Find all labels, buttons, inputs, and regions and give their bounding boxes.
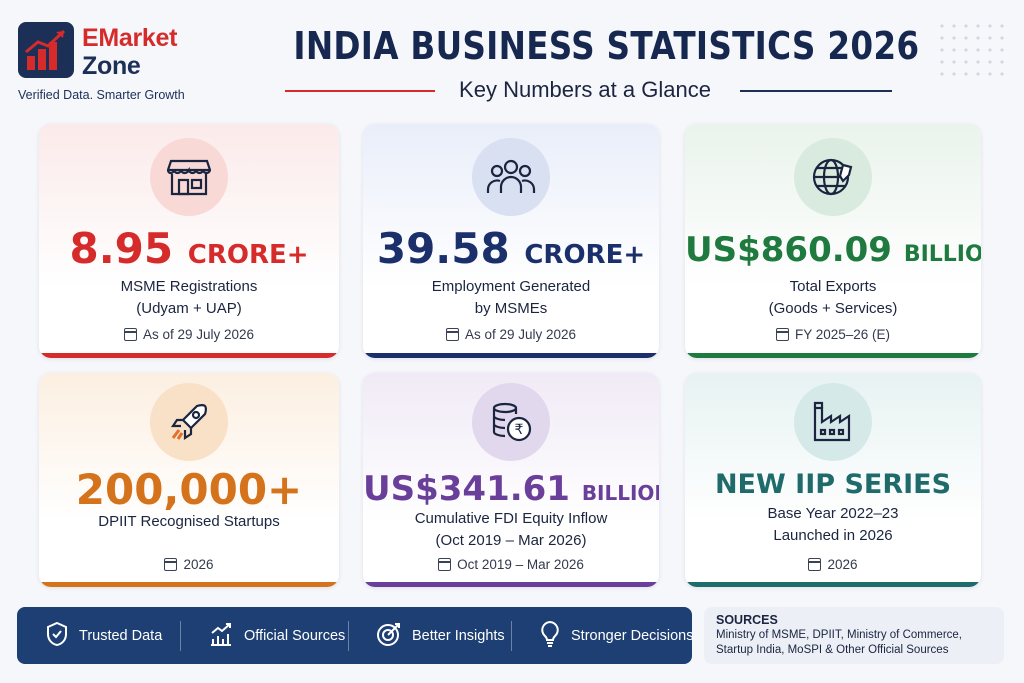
- stat-date: 2026: [39, 557, 339, 572]
- sources-line1: Ministry of MSME, DPIIT, Ministry of Com…: [716, 629, 963, 641]
- stat-value: 39.58 CRORE+: [363, 224, 659, 273]
- sources-title: SOURCES: [716, 613, 778, 627]
- stat-number: 39.58: [376, 224, 510, 273]
- accent-bar: [685, 582, 981, 587]
- stat-label-line1: Employment Generated: [431, 278, 591, 295]
- stat-date: Oct 2019 – Mar 2026: [363, 557, 659, 572]
- stat-date-text: FY 2025–26 (E): [794, 327, 891, 342]
- stat-date-text: 2026: [183, 557, 214, 572]
- stat-date: 2026: [685, 557, 981, 572]
- brand-name-line2: Zone: [82, 52, 141, 80]
- stat-unit: CRORE+: [187, 240, 309, 270]
- sources-line2: Startup India, MoSPI & Other Official So…: [716, 644, 949, 656]
- svg-text:₹: ₹: [515, 422, 524, 438]
- stat-value: US$860.09 BILLION: [685, 230, 981, 270]
- growth-chart-icon: [208, 621, 234, 651]
- feature-official-sources: Official Sources: [180, 607, 348, 664]
- stat-number: 200,000+: [75, 465, 303, 514]
- stat-value: 8.95 CRORE+: [39, 224, 339, 273]
- calendar-icon: [445, 328, 459, 341]
- stat-label-line2: (Goods + Services): [768, 300, 898, 317]
- shield-check-icon: [45, 621, 69, 651]
- storefront-icon: [150, 138, 228, 216]
- stat-card-iip-series: NEW IIP SERIES Base Year 2022–23 Launche…: [685, 373, 981, 587]
- stat-number: US$860.09: [685, 230, 892, 270]
- stat-label-line1: DPIIT Recognised Startups: [98, 513, 280, 530]
- accent-bar: [363, 353, 659, 358]
- bar-chart-icon: [18, 22, 74, 78]
- calendar-icon: [123, 328, 137, 341]
- stat-label-line1: Cumulative FDI Equity Inflow: [414, 510, 608, 527]
- header: EMarket Zone Verified Data. Smarter Grow…: [0, 0, 1024, 118]
- stat-number: US$341.61: [363, 469, 570, 509]
- feature-label: Trusted Data: [79, 627, 163, 644]
- feature-label: Official Sources: [244, 627, 346, 644]
- stat-value: 200,000+: [39, 465, 339, 514]
- decorative-dots: [936, 20, 1006, 80]
- calendar-icon: [808, 558, 822, 571]
- stat-date: As of 29 July 2026: [363, 327, 659, 342]
- brand-logo: EMarket Zone Verified Data. Smarter Grow…: [18, 22, 228, 106]
- target-icon: [376, 621, 402, 651]
- feature-trusted-data: Trusted Data: [17, 607, 180, 664]
- calendar-icon: [164, 558, 178, 571]
- brand-name-line1: EMarket: [82, 24, 178, 52]
- stat-value: US$341.61 BILLION: [363, 469, 659, 509]
- title-rule-right: [740, 90, 892, 92]
- stat-date-text: Oct 2019 – Mar 2026: [457, 557, 584, 572]
- calendar-icon: [775, 328, 789, 341]
- stat-label-line1: MSME Registrations: [120, 278, 258, 295]
- calendar-icon: [438, 558, 452, 571]
- stat-card-fdi: ₹ US$341.61 BILLION Cumulative FDI Equit…: [363, 373, 659, 587]
- accent-bar: [39, 582, 339, 587]
- features-band: Trusted Data Official Sources Better Ins…: [17, 607, 694, 664]
- factory-icon: [794, 383, 872, 461]
- stat-unit: CRORE+: [524, 240, 646, 270]
- stat-card-startups: 200,000+ DPIIT Recognised Startups 2026: [39, 373, 339, 587]
- stat-label-line1: Total Exports: [789, 278, 877, 295]
- rocket-icon: [150, 383, 228, 461]
- people-icon: [472, 138, 550, 216]
- feature-label: Stronger Decisions: [571, 627, 694, 644]
- stat-label-line2: Launched in 2026: [773, 527, 893, 544]
- stat-label-line2: by MSMEs: [474, 300, 548, 317]
- accent-bar: [685, 353, 981, 358]
- stat-card-msme-registrations: 8.95 CRORE+ MSME Registrations (Udyam + …: [39, 124, 339, 358]
- stat-card-employment: 39.58 CRORE+ Employment Generated by MSM…: [363, 124, 659, 358]
- feature-better-insights: Better Insights: [348, 607, 511, 664]
- stat-label-line1: Base Year 2022–23: [767, 505, 899, 522]
- stat-unit: BILLION: [581, 481, 659, 505]
- sources-box: SOURCES Ministry of MSME, DPIIT, Ministr…: [704, 607, 1004, 664]
- stat-card-total-exports: US$860.09 BILLION Total Exports (Goods +…: [685, 124, 981, 358]
- globe-icon: [794, 138, 872, 216]
- stat-date-text: 2026: [827, 557, 858, 572]
- accent-bar: [39, 353, 339, 358]
- stat-number: NEW IIP SERIES: [714, 469, 952, 500]
- title-rule-left: [285, 90, 435, 92]
- brand-tagline: Verified Data. Smarter Growth: [18, 88, 185, 102]
- stat-date: FY 2025–26 (E): [685, 327, 981, 342]
- stat-number: 8.95: [69, 224, 174, 273]
- page-subtitle: Key Numbers at a Glance: [459, 77, 711, 102]
- stat-label-line2: (Udyam + UAP): [136, 300, 242, 317]
- lightbulb-icon: [539, 620, 561, 652]
- stat-date-text: As of 29 July 2026: [464, 327, 577, 342]
- stat-unit: BILLION: [903, 242, 981, 267]
- rupee-coins-icon: ₹: [472, 383, 550, 461]
- feature-stronger-decisions: Stronger Decisions: [511, 607, 694, 664]
- accent-bar: [363, 582, 659, 587]
- stat-date: As of 29 July 2026: [39, 327, 339, 342]
- page-title: INDIA BUSINESS STATISTICS 2026: [293, 24, 920, 68]
- stat-value: NEW IIP SERIES: [685, 469, 981, 500]
- feature-label: Better Insights: [412, 627, 505, 644]
- stat-label-line2: (Oct 2019 – Mar 2026): [435, 532, 587, 549]
- stat-date-text: As of 29 July 2026: [142, 327, 255, 342]
